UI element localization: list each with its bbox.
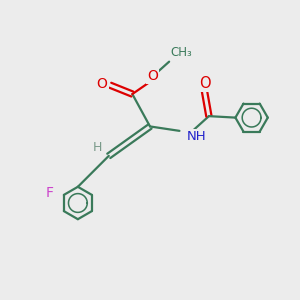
Text: F: F: [46, 186, 53, 200]
Text: H: H: [93, 141, 102, 154]
Text: O: O: [199, 76, 210, 91]
Text: CH₃: CH₃: [171, 46, 192, 59]
Text: NH: NH: [187, 130, 206, 143]
Text: O: O: [148, 69, 158, 83]
Text: O: O: [97, 77, 107, 91]
